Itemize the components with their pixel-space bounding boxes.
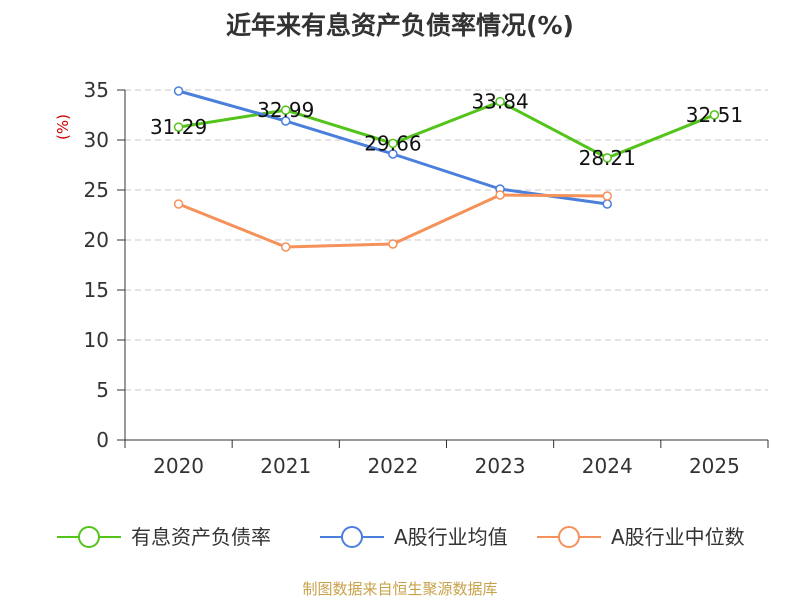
data-point xyxy=(495,96,505,107)
legend-label: 有息资产负债率 xyxy=(131,525,271,549)
data-point xyxy=(281,242,291,252)
x-tick-label: 2023 xyxy=(475,454,526,478)
y-tick-label: 0 xyxy=(96,428,109,452)
data-point xyxy=(281,105,291,115)
data-label: 31.29 xyxy=(150,115,207,139)
data-point xyxy=(173,199,184,209)
legend-label: A股行业中位数 xyxy=(611,525,745,549)
data-point xyxy=(388,239,398,249)
x-tick-label: 2025 xyxy=(689,454,740,478)
y-tick-label: 25 xyxy=(84,178,109,202)
source-note: 制图数据来自恒生聚源数据库 xyxy=(302,580,497,598)
data-label: 32.99 xyxy=(257,98,314,122)
data-point xyxy=(602,191,612,201)
legend: 有息资产负债率 A股行业均值 A股行业中位数 xyxy=(57,525,745,549)
x-tick-label: 2022 xyxy=(367,454,418,478)
data-point xyxy=(388,138,398,149)
y-tick-label: 35 xyxy=(84,78,109,102)
legend-swatch-marker xyxy=(341,526,363,548)
series-line-2 xyxy=(178,193,608,249)
y-tick-label: 30 xyxy=(84,128,109,152)
data-point xyxy=(173,122,184,132)
legend-swatch-marker xyxy=(558,526,580,548)
data-point xyxy=(709,110,720,120)
x-tick-label: 2024 xyxy=(582,454,633,478)
x-tick-label: 2021 xyxy=(260,454,311,478)
y-tick-label: 20 xyxy=(84,228,109,252)
data-label: 29.66 xyxy=(364,131,421,155)
data-point xyxy=(602,199,612,209)
series-group xyxy=(173,86,720,252)
legend-label: A股行业均值 xyxy=(394,525,508,549)
y-tick-label: 5 xyxy=(96,378,109,402)
data-label: 28.21 xyxy=(579,146,636,170)
data-point xyxy=(495,190,505,200)
data-point xyxy=(388,149,398,159)
data-point xyxy=(602,153,612,163)
y-tick-label: 15 xyxy=(84,278,109,302)
data-label: 32.51 xyxy=(686,103,743,127)
legend-swatch-marker xyxy=(78,526,100,548)
series-line-0 xyxy=(178,100,715,160)
data-point xyxy=(173,86,184,96)
y-axis-label: (%) xyxy=(54,114,72,140)
grid-lines xyxy=(125,89,768,391)
y-tick-label: 10 xyxy=(84,328,109,352)
data-label: 33.84 xyxy=(471,90,528,114)
chart-title: 近年来有息资产负债率情况(%) xyxy=(226,11,574,40)
data-point xyxy=(281,116,291,126)
data-labels: 31.29 32.99 29.66 33.84 28.21 32.51 xyxy=(150,90,743,170)
x-tick-label: 2020 xyxy=(153,454,204,478)
